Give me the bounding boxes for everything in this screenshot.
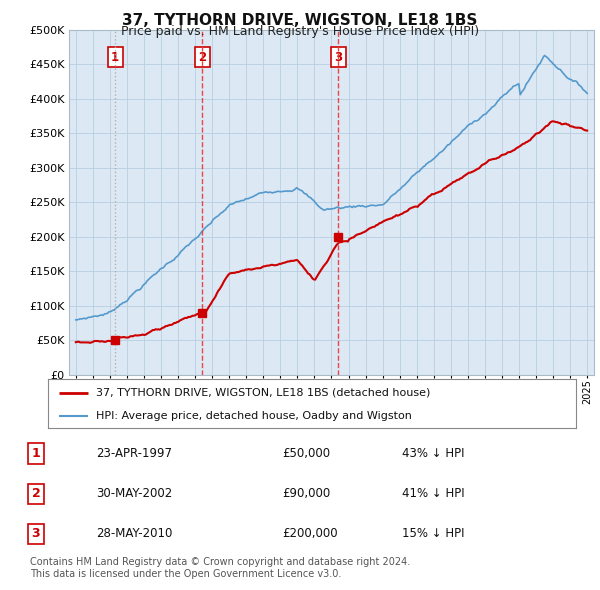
Text: Contains HM Land Registry data © Crown copyright and database right 2024.
This d: Contains HM Land Registry data © Crown c… [30, 557, 410, 579]
Text: 15% ↓ HPI: 15% ↓ HPI [402, 527, 464, 540]
Text: 3: 3 [32, 527, 40, 540]
Text: 1: 1 [32, 447, 40, 460]
Text: 41% ↓ HPI: 41% ↓ HPI [402, 487, 464, 500]
Text: 28-MAY-2010: 28-MAY-2010 [96, 527, 172, 540]
Text: HPI: Average price, detached house, Oadby and Wigston: HPI: Average price, detached house, Oadb… [95, 411, 412, 421]
Text: 1: 1 [111, 51, 119, 64]
Text: 30-MAY-2002: 30-MAY-2002 [96, 487, 172, 500]
Text: £90,000: £90,000 [282, 487, 330, 500]
Text: 37, TYTHORN DRIVE, WIGSTON, LE18 1BS: 37, TYTHORN DRIVE, WIGSTON, LE18 1BS [122, 13, 478, 28]
Text: 23-APR-1997: 23-APR-1997 [96, 447, 172, 460]
Text: 2: 2 [32, 487, 40, 500]
Text: 3: 3 [334, 51, 343, 64]
Text: Price paid vs. HM Land Registry's House Price Index (HPI): Price paid vs. HM Land Registry's House … [121, 25, 479, 38]
Text: 37, TYTHORN DRIVE, WIGSTON, LE18 1BS (detached house): 37, TYTHORN DRIVE, WIGSTON, LE18 1BS (de… [95, 388, 430, 398]
Text: 43% ↓ HPI: 43% ↓ HPI [402, 447, 464, 460]
Text: 2: 2 [198, 51, 206, 64]
Text: £200,000: £200,000 [282, 527, 338, 540]
Text: £50,000: £50,000 [282, 447, 330, 460]
